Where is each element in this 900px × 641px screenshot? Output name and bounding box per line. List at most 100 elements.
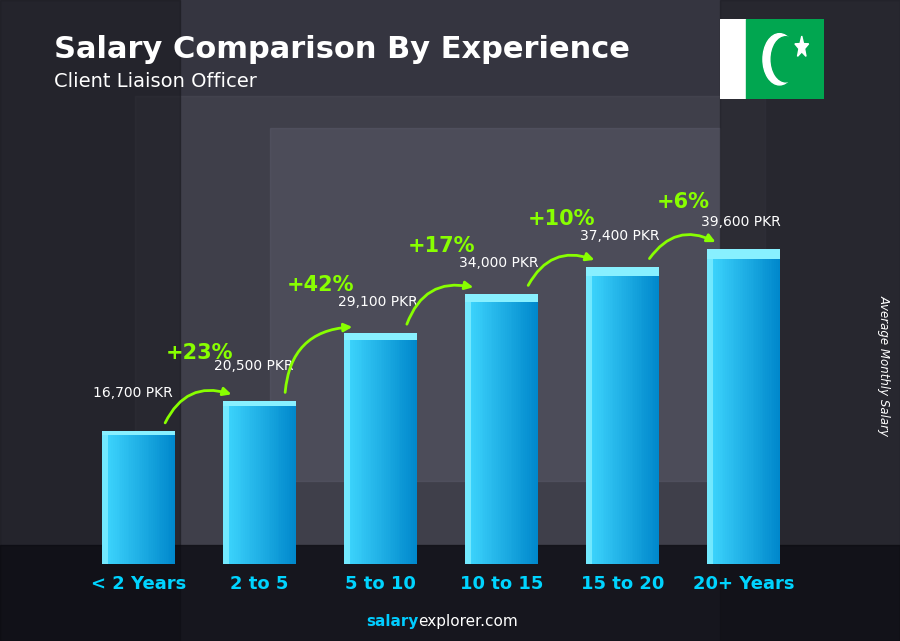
- Bar: [628, 267, 630, 564]
- Bar: [604, 267, 607, 564]
- Bar: [588, 267, 590, 564]
- Bar: [359, 333, 361, 564]
- Bar: [494, 294, 496, 564]
- Bar: [508, 294, 510, 564]
- Bar: [238, 401, 239, 564]
- Bar: [602, 267, 605, 564]
- Bar: [482, 294, 483, 564]
- Bar: [648, 267, 650, 564]
- Bar: [352, 333, 354, 564]
- Bar: [487, 294, 489, 564]
- Bar: [472, 294, 474, 564]
- Bar: [489, 294, 491, 564]
- Bar: [528, 294, 531, 564]
- Bar: [521, 294, 524, 564]
- Bar: [608, 267, 610, 564]
- Bar: [261, 401, 264, 564]
- Bar: [505, 294, 507, 564]
- Bar: [657, 267, 659, 564]
- Bar: [630, 267, 632, 564]
- Bar: [597, 267, 599, 564]
- Bar: [395, 333, 397, 564]
- Text: Salary Comparison By Experience: Salary Comparison By Experience: [54, 35, 630, 64]
- Bar: [413, 333, 415, 564]
- Bar: [103, 431, 175, 435]
- Bar: [230, 401, 232, 564]
- Bar: [763, 249, 765, 564]
- Bar: [245, 401, 247, 564]
- Text: Client Liaison Officer: Client Liaison Officer: [54, 72, 256, 91]
- Bar: [614, 267, 616, 564]
- Bar: [248, 401, 250, 564]
- Bar: [725, 249, 727, 564]
- Bar: [294, 401, 296, 564]
- Bar: [364, 333, 366, 564]
- Bar: [160, 431, 162, 564]
- Bar: [131, 431, 133, 564]
- Bar: [752, 249, 754, 564]
- Bar: [760, 249, 761, 564]
- Bar: [731, 249, 733, 564]
- Bar: [344, 333, 417, 340]
- Bar: [344, 333, 350, 564]
- Bar: [485, 294, 487, 564]
- Bar: [166, 431, 167, 564]
- Bar: [390, 333, 392, 564]
- Bar: [155, 431, 157, 564]
- Bar: [610, 267, 612, 564]
- Bar: [713, 249, 715, 564]
- Bar: [518, 294, 520, 564]
- Bar: [144, 431, 146, 564]
- Bar: [467, 294, 469, 564]
- Bar: [384, 333, 386, 564]
- Text: 29,100 PKR: 29,100 PKR: [338, 295, 418, 309]
- Bar: [400, 333, 402, 564]
- Bar: [346, 333, 348, 564]
- Bar: [733, 249, 734, 564]
- Bar: [135, 96, 765, 545]
- Bar: [158, 431, 160, 564]
- Bar: [709, 249, 711, 564]
- Bar: [643, 267, 644, 564]
- Bar: [644, 267, 646, 564]
- Bar: [270, 128, 720, 481]
- Bar: [510, 294, 512, 564]
- Bar: [641, 267, 643, 564]
- Bar: [736, 249, 738, 564]
- Bar: [128, 431, 130, 564]
- Bar: [745, 249, 747, 564]
- Bar: [374, 333, 375, 564]
- Bar: [469, 294, 471, 564]
- Bar: [126, 431, 128, 564]
- Bar: [496, 294, 498, 564]
- Bar: [110, 431, 112, 564]
- Bar: [291, 401, 292, 564]
- Bar: [284, 401, 285, 564]
- Bar: [135, 431, 137, 564]
- Bar: [167, 431, 169, 564]
- Bar: [616, 267, 617, 564]
- Bar: [652, 267, 653, 564]
- Bar: [606, 267, 608, 564]
- Bar: [586, 267, 588, 564]
- Bar: [108, 431, 110, 564]
- Bar: [289, 401, 291, 564]
- Bar: [465, 294, 467, 564]
- Bar: [512, 294, 514, 564]
- Bar: [366, 333, 368, 564]
- Bar: [770, 249, 772, 564]
- Bar: [357, 333, 359, 564]
- Bar: [257, 401, 259, 564]
- Bar: [724, 249, 725, 564]
- Bar: [350, 333, 352, 564]
- Text: 39,600 PKR: 39,600 PKR: [701, 215, 781, 229]
- Bar: [381, 333, 382, 564]
- Bar: [500, 294, 501, 564]
- Bar: [119, 431, 121, 564]
- Bar: [586, 267, 592, 564]
- Text: 20,500 PKR: 20,500 PKR: [213, 360, 293, 373]
- Bar: [121, 431, 122, 564]
- Bar: [742, 249, 743, 564]
- Bar: [375, 333, 377, 564]
- Bar: [635, 267, 637, 564]
